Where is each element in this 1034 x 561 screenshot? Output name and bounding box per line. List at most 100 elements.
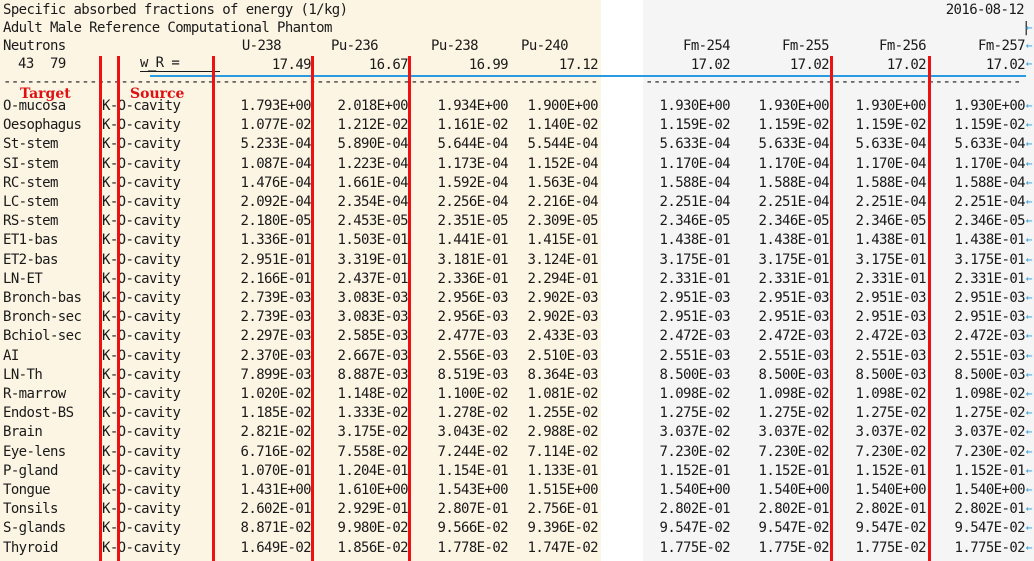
sf-value: 1.159E-02 — [855, 117, 927, 133]
sf-value: 1.930E+00 — [954, 98, 1026, 114]
sf-value: 2.472E-03 — [954, 328, 1026, 344]
sf-value: 2.821E-02 — [240, 424, 312, 440]
target-organ: RC-stem — [3, 175, 58, 191]
sf-value: 3.037E-02 — [659, 424, 731, 440]
radiation-weight: 17.49 — [271, 57, 312, 73]
sf-value: 9.396E-02 — [527, 520, 599, 536]
line-end-arrow-icon: ← — [1025, 521, 1033, 534]
sf-value: 2.354E-04 — [337, 194, 409, 210]
radiation-weight: 17.12 — [558, 57, 599, 73]
sf-value: 2.216E-04 — [527, 194, 599, 210]
source-organ: K-O-cavity — [102, 367, 181, 383]
sf-value: 2.951E-03 — [954, 309, 1026, 325]
sf-value: 1.543E+00 — [437, 482, 509, 498]
radiation-weight: 17.02 — [789, 57, 830, 73]
line-end-arrow-icon: ← — [1025, 57, 1033, 70]
sf-value: 7.230E-02 — [855, 444, 927, 460]
line-end-arrow-icon: ← — [1025, 464, 1033, 477]
sf-value: 1.098E-02 — [954, 386, 1026, 402]
sf-value: 3.037E-02 — [758, 424, 830, 440]
sf-value: 2.180E-05 — [240, 213, 312, 229]
sf-value: 9.980E-02 — [337, 520, 409, 536]
sf-value: 1.152E-01 — [954, 463, 1026, 479]
sf-value: 1.431E+00 — [240, 482, 312, 498]
sf-value: 3.175E-01 — [659, 252, 731, 268]
sf-value: 2.251E-04 — [954, 194, 1026, 210]
target-organ: Bronch-sec — [3, 309, 82, 325]
sf-value: 7.114E-02 — [527, 444, 599, 460]
sf-value: 1.661E-04 — [337, 175, 409, 191]
sf-value: 1.275E-02 — [855, 405, 927, 421]
radiation-type: Neutrons — [3, 38, 66, 54]
sf-value: 1.255E-02 — [527, 405, 599, 421]
sf-value: 2.951E-03 — [855, 290, 927, 306]
nuclide-name: Pu-240 — [521, 38, 569, 54]
sf-value: 1.441E-01 — [437, 232, 509, 248]
target-organ: Eye-lens — [3, 444, 66, 460]
sf-value: 3.175E-02 — [337, 424, 409, 440]
wr-label: w_R = — [140, 55, 220, 72]
sf-value: 1.098E-02 — [758, 386, 830, 402]
nuclide-name: Fm-255 — [782, 38, 830, 54]
line-end-arrow-icon: ← — [1025, 406, 1033, 419]
sf-value: 2.951E-01 — [240, 252, 312, 268]
sf-value: 1.170E-04 — [954, 156, 1026, 172]
sf-value: 1.170E-04 — [758, 156, 830, 172]
sf-value: 2.951E-03 — [855, 309, 927, 325]
sf-value: 2.551E-03 — [659, 348, 731, 364]
document-title: Specific absorbed fractions of energy (1… — [3, 2, 348, 18]
sf-value: 7.230E-02 — [954, 444, 1026, 460]
sf-value: 1.204E-01 — [337, 463, 409, 479]
sf-value: 2.951E-03 — [954, 290, 1026, 306]
sf-value: 2.472E-03 — [855, 328, 927, 344]
sf-value: 1.278E-02 — [437, 405, 509, 421]
sf-value: 9.566E-02 — [437, 520, 509, 536]
column-marker-line — [311, 56, 314, 561]
sf-value: 2.018E+00 — [337, 98, 409, 114]
sf-value: 2.951E-03 — [758, 290, 830, 306]
line-end-arrow-icon: ← — [1025, 483, 1033, 496]
sf-value: 1.275E-02 — [954, 405, 1026, 421]
text-cursor: | — [1022, 20, 1030, 36]
line-end-arrow-icon: ← — [1025, 253, 1033, 266]
source-organ: K-O-cavity — [102, 520, 181, 536]
sf-value: 1.159E-02 — [659, 117, 731, 133]
line-end-arrow-icon: ← — [1025, 387, 1033, 400]
source-organ: K-O-cavity — [102, 405, 181, 421]
sf-value: 1.152E-01 — [659, 463, 731, 479]
sf-value: 1.333E-02 — [337, 405, 409, 421]
sf-value: 2.331E-01 — [954, 271, 1026, 287]
sf-value: 2.902E-03 — [527, 290, 599, 306]
source-organ: K-O-cavity — [102, 117, 181, 133]
dash-rule-right: ----------------------------------------… — [645, 73, 1021, 91]
sf-value: 3.124E-01 — [527, 252, 599, 268]
column-marker-line — [830, 56, 833, 561]
radiation-weight: 17.02 — [886, 57, 927, 73]
sf-value: 1.070E-01 — [240, 463, 312, 479]
sf-value: 1.077E-02 — [240, 117, 312, 133]
line-end-arrow-icon: ← — [1025, 21, 1033, 34]
radiation-weight: 17.02 — [985, 57, 1026, 73]
sf-value: 2.331E-01 — [659, 271, 731, 287]
sf-value: 2.756E-01 — [527, 501, 599, 517]
sf-value: 1.793E+00 — [240, 98, 312, 114]
target-organ: ET1-bas — [3, 232, 58, 248]
sf-value: 2.602E-01 — [240, 501, 312, 517]
sf-value: 1.438E-01 — [954, 232, 1026, 248]
target-organ: AI — [3, 348, 19, 364]
target-organ: LN-Th — [3, 367, 43, 383]
target-organ: R-marrow — [3, 386, 66, 402]
sf-value: 1.856E-02 — [337, 540, 409, 556]
sf-value: 1.212E-02 — [337, 117, 409, 133]
sf-value: 3.037E-02 — [954, 424, 1026, 440]
sf-value: 2.551E-03 — [954, 348, 1026, 364]
sf-value: 2.510E-03 — [527, 348, 599, 364]
line-end-arrow-icon: ← — [1025, 368, 1033, 381]
sf-value: 1.159E-02 — [758, 117, 830, 133]
sf-value: 2.370E-03 — [240, 348, 312, 364]
sf-value: 1.275E-02 — [659, 405, 731, 421]
sf-value: 2.472E-03 — [659, 328, 731, 344]
sf-value: 2.802E-01 — [659, 501, 731, 517]
sf-value: 2.346E-05 — [758, 213, 830, 229]
source-organ: K-O-cavity — [102, 213, 181, 229]
